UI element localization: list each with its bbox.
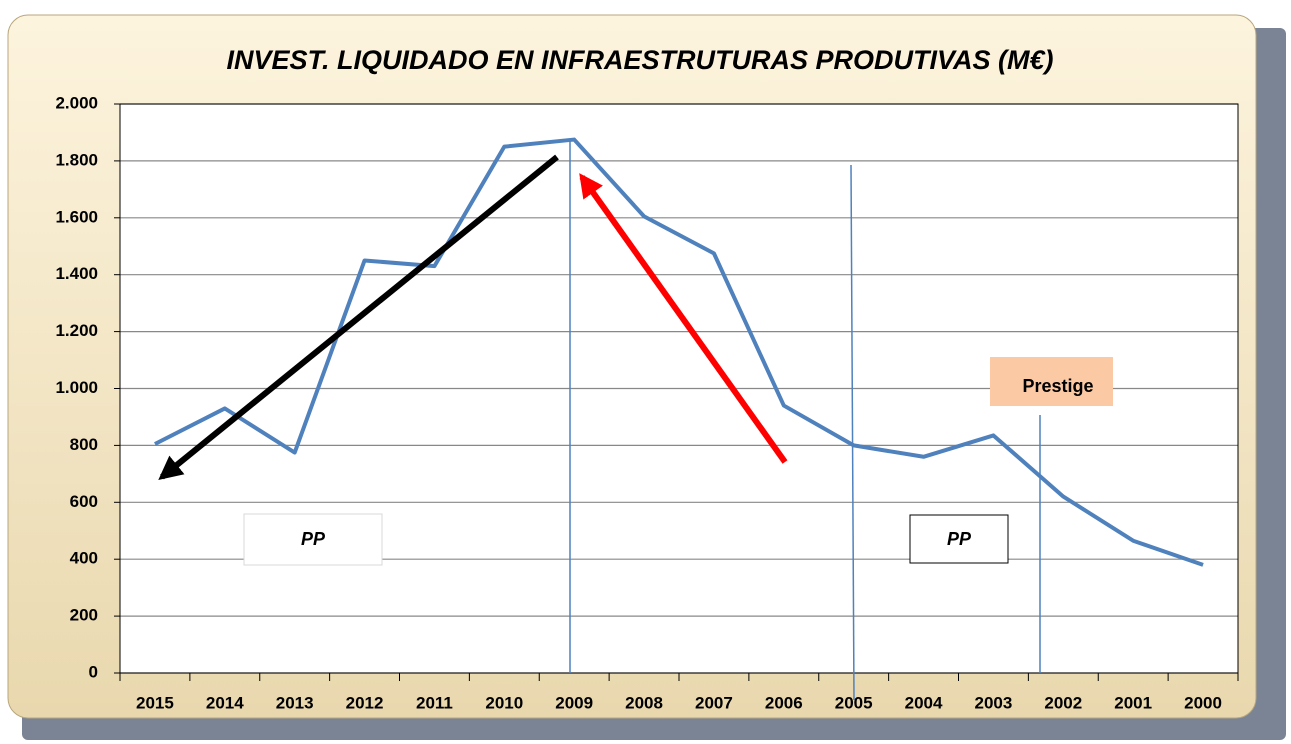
y-tick-label: 2.000 <box>55 93 98 112</box>
trend-arrow <box>579 173 788 464</box>
x-tick-label: 2009 <box>555 693 593 712</box>
y-tick-label: 600 <box>70 492 98 511</box>
plot-border <box>119 103 1239 674</box>
y-tick-label: 1.400 <box>55 264 98 283</box>
x-tick-label: 2011 <box>416 693 453 712</box>
x-tick-label: 2014 <box>206 693 244 712</box>
x-tick-label: 2001 <box>1114 693 1152 712</box>
y-tick-label: 1.600 <box>55 207 98 226</box>
annotation-box <box>243 513 383 566</box>
annotation-box <box>909 514 1009 564</box>
chart-title: INVEST. LIQUIDADO EN INFRAESTRUTURAS PRO… <box>226 45 1053 75</box>
x-tick-label: 2015 <box>136 693 174 712</box>
y-tick-label: 0 <box>89 662 98 681</box>
y-tick-label: 200 <box>70 606 98 625</box>
x-tick-label: 2010 <box>485 693 523 712</box>
annotation-box <box>990 357 1113 406</box>
x-tick-label: 2008 <box>625 693 663 712</box>
x-tick-label: 2012 <box>346 693 384 712</box>
annotation: PP <box>301 529 326 549</box>
annotation: Prestige <box>1022 376 1093 396</box>
annotation: PP <box>947 529 972 549</box>
x-tick-label: 2005 <box>835 693 873 712</box>
y-tick-label: 800 <box>70 435 98 454</box>
x-tick-label: 2003 <box>975 693 1013 712</box>
x-tick-label: 2013 <box>276 693 314 712</box>
data-line <box>154 137 1204 567</box>
x-tick-label: 2000 <box>1184 693 1222 712</box>
x-tick-label: 2007 <box>695 693 733 712</box>
trend-arrow <box>158 154 559 481</box>
vertical-marker <box>850 164 855 701</box>
x-tick-label: 2002 <box>1044 693 1082 712</box>
y-tick-label: 1.200 <box>55 321 98 340</box>
y-tick-label: 400 <box>70 549 98 568</box>
x-tick-label: 2004 <box>905 693 943 712</box>
y-tick-label: 1.800 <box>55 150 98 169</box>
x-tick-label: 2006 <box>765 693 803 712</box>
y-tick-label: 1.000 <box>55 378 98 397</box>
